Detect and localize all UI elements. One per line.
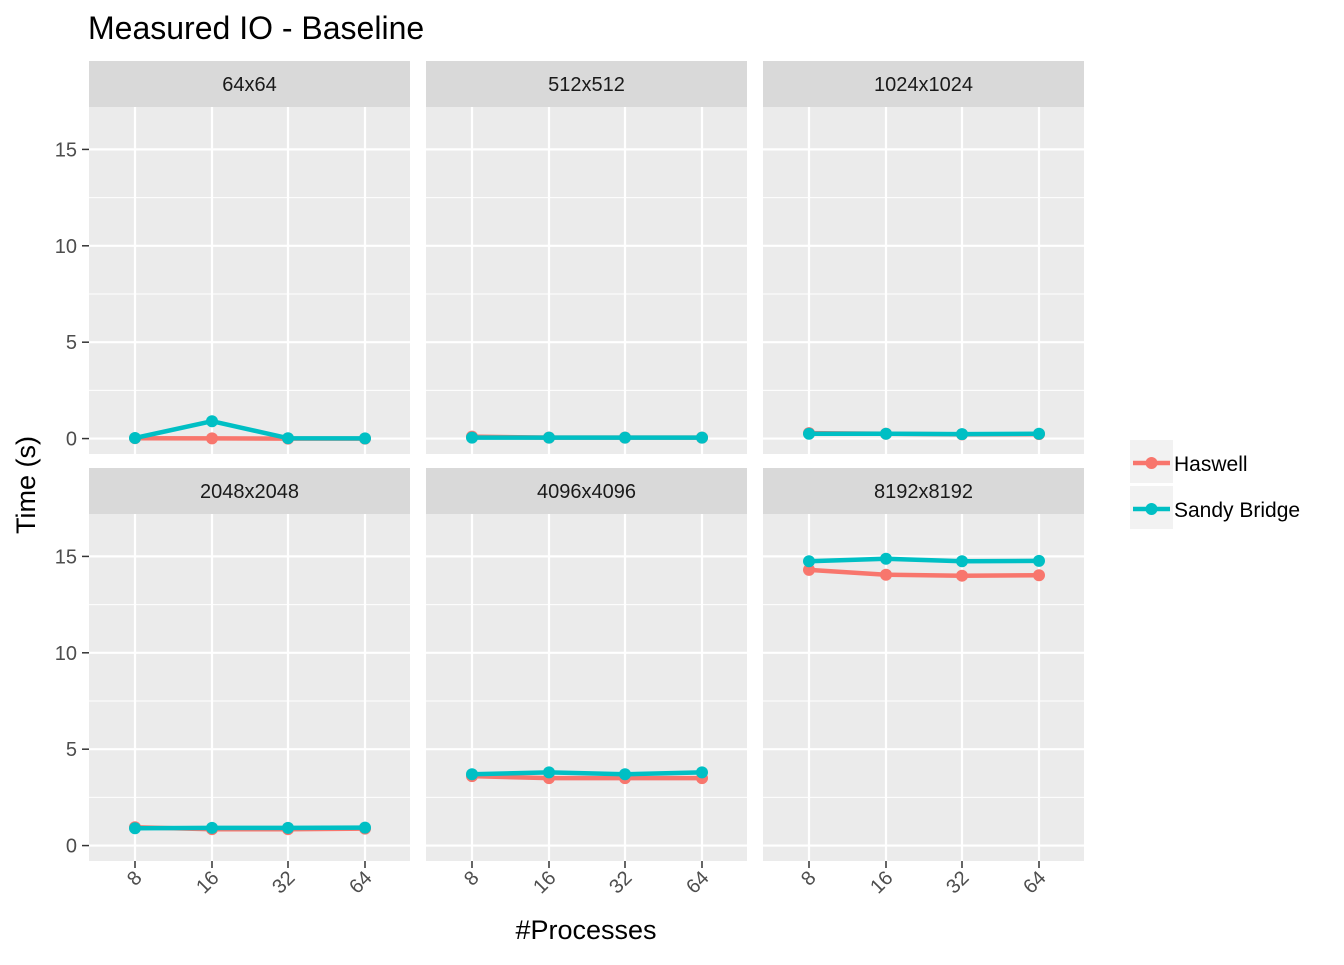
data-point (129, 822, 141, 834)
facet-panel: 1024x1024 (763, 61, 1084, 454)
x-tick-label: 8 (797, 867, 820, 890)
x-tick-label: 32 (268, 867, 299, 898)
chart-title: Measured IO - Baseline (88, 10, 424, 46)
x-tick-label: 16 (866, 867, 897, 898)
x-axis-title: #Processes (515, 915, 656, 945)
y-tick-label: 0 (66, 429, 77, 451)
plot-background (426, 514, 747, 861)
x-tick-label: 32 (942, 867, 973, 898)
legend-point (1146, 503, 1158, 515)
y-tick-label: 5 (66, 739, 77, 761)
data-point (543, 432, 555, 444)
series-line (472, 772, 702, 774)
data-point (696, 766, 708, 778)
series-line (809, 559, 1039, 562)
data-point (696, 432, 708, 444)
data-point (880, 569, 892, 581)
facet-strip-label: 64x64 (222, 74, 277, 96)
facet-strip-label: 1024x1024 (874, 74, 973, 96)
facet-panel: 4096x4096 8 16 32 64 (426, 468, 747, 898)
data-point (880, 428, 892, 440)
x-tick-label: 64 (1019, 867, 1050, 898)
plot-background (89, 514, 410, 861)
series-line (135, 828, 365, 829)
x-tick-label: 64 (345, 867, 376, 898)
data-point (619, 768, 631, 780)
y-tick-label: 15 (55, 546, 77, 568)
legend: Haswell Sandy Bridge (1130, 440, 1300, 529)
data-point (619, 432, 631, 444)
y-tick-label: 10 (55, 643, 77, 665)
legend-label: Sandy Bridge (1174, 499, 1300, 522)
plot-background (89, 107, 410, 454)
facet-panels: 64x64 0 5 10 15 512x512 1024x1024 2048x2048 0 5 10… (55, 61, 1084, 898)
data-point (206, 822, 218, 834)
data-point (1033, 569, 1045, 581)
x-tick-label: 32 (605, 867, 636, 898)
data-point (359, 822, 371, 834)
data-point (206, 432, 218, 444)
y-tick-label: 0 (66, 836, 77, 858)
x-tick-label: 16 (192, 867, 223, 898)
data-point (466, 768, 478, 780)
data-point (1033, 555, 1045, 567)
data-point (466, 432, 478, 444)
legend-point (1146, 457, 1158, 469)
plot-background (426, 107, 747, 454)
facet-strip-label: 4096x4096 (537, 481, 636, 503)
facet-strip-label: 2048x2048 (200, 481, 299, 503)
legend-label: Haswell (1174, 453, 1248, 476)
facet-panel: 64x64 0 5 10 15 (55, 61, 410, 454)
facet-panel: 2048x2048 0 5 10 15 8 16 32 64 (55, 468, 410, 898)
data-point (956, 555, 968, 567)
data-point (1033, 428, 1045, 440)
data-point (129, 432, 141, 444)
data-point (956, 428, 968, 440)
data-point (206, 415, 218, 427)
data-point (282, 432, 294, 444)
x-tick-label: 8 (123, 867, 146, 890)
series-line (472, 776, 702, 778)
facet-strip-label: 512x512 (548, 74, 625, 96)
plot-background (763, 107, 1084, 454)
data-point (543, 766, 555, 778)
y-tick-label: 10 (55, 236, 77, 258)
y-axis-title: Time (s) (11, 436, 41, 534)
data-point (803, 555, 815, 567)
x-tick-label: 16 (529, 867, 560, 898)
y-tick-label: 5 (66, 332, 77, 354)
data-point (359, 432, 371, 444)
y-tick-label: 15 (55, 139, 77, 161)
facet-panel: 8192x8192 8 16 32 64 (763, 468, 1084, 898)
data-point (803, 428, 815, 440)
data-point (880, 553, 892, 565)
data-point (282, 822, 294, 834)
facet-strip-label: 8192x8192 (874, 481, 973, 503)
data-point (956, 570, 968, 582)
x-tick-label: 64 (682, 867, 713, 898)
facet-panel: 512x512 (426, 61, 747, 454)
x-tick-label: 8 (460, 867, 483, 890)
